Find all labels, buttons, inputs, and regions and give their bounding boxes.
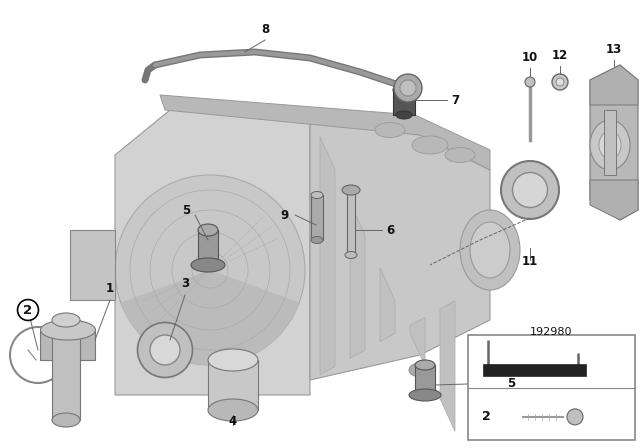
Text: 2: 2 (24, 303, 33, 316)
Polygon shape (590, 65, 638, 105)
Polygon shape (590, 65, 638, 220)
Text: 5: 5 (507, 376, 515, 389)
Ellipse shape (460, 210, 520, 290)
Circle shape (394, 74, 422, 102)
Polygon shape (320, 137, 335, 375)
Ellipse shape (150, 335, 180, 365)
Polygon shape (440, 301, 455, 431)
Polygon shape (310, 115, 490, 380)
Ellipse shape (409, 389, 441, 401)
Text: 6: 6 (386, 224, 394, 237)
Ellipse shape (501, 161, 559, 219)
Ellipse shape (513, 172, 547, 207)
Polygon shape (198, 230, 218, 265)
FancyBboxPatch shape (483, 364, 586, 376)
Ellipse shape (40, 320, 95, 340)
Ellipse shape (342, 185, 360, 195)
Ellipse shape (208, 349, 258, 371)
Ellipse shape (525, 77, 535, 87)
Text: 11: 11 (522, 255, 538, 268)
Polygon shape (311, 195, 323, 240)
Circle shape (400, 80, 416, 96)
Ellipse shape (198, 224, 218, 236)
Ellipse shape (208, 399, 258, 421)
Polygon shape (350, 202, 365, 358)
Ellipse shape (345, 251, 357, 258)
Polygon shape (415, 365, 435, 395)
Text: 8: 8 (261, 23, 269, 36)
Text: 10: 10 (522, 51, 538, 64)
Circle shape (115, 175, 305, 365)
Ellipse shape (445, 147, 475, 163)
Ellipse shape (311, 237, 323, 244)
Ellipse shape (396, 111, 412, 119)
Ellipse shape (552, 74, 568, 90)
Text: 4: 4 (229, 415, 237, 428)
Text: 13: 13 (606, 43, 622, 56)
Text: 9: 9 (281, 208, 289, 221)
Text: 7: 7 (451, 94, 459, 107)
Text: 3: 3 (181, 277, 189, 290)
Ellipse shape (311, 191, 323, 198)
Text: 1: 1 (106, 282, 114, 295)
Ellipse shape (412, 136, 448, 154)
Ellipse shape (138, 323, 193, 378)
Polygon shape (115, 110, 310, 395)
Polygon shape (604, 110, 616, 175)
Ellipse shape (375, 122, 405, 138)
Ellipse shape (556, 78, 564, 86)
Polygon shape (380, 268, 395, 342)
Ellipse shape (393, 84, 415, 96)
Ellipse shape (415, 360, 435, 370)
Polygon shape (410, 317, 425, 366)
Ellipse shape (191, 258, 225, 272)
Polygon shape (52, 320, 80, 420)
Polygon shape (208, 360, 258, 410)
Circle shape (567, 409, 583, 425)
Polygon shape (347, 190, 355, 255)
Wedge shape (121, 270, 300, 365)
Polygon shape (70, 230, 115, 300)
Text: 12: 12 (552, 49, 568, 62)
Polygon shape (393, 90, 415, 115)
Ellipse shape (590, 120, 630, 170)
Ellipse shape (470, 222, 510, 278)
Text: 5: 5 (182, 203, 190, 216)
Polygon shape (40, 330, 95, 360)
Ellipse shape (52, 413, 80, 427)
FancyBboxPatch shape (468, 335, 635, 440)
Ellipse shape (409, 363, 431, 377)
Text: 192980: 192980 (531, 327, 573, 337)
Polygon shape (590, 180, 638, 220)
Text: 2: 2 (482, 410, 490, 423)
Ellipse shape (599, 131, 621, 159)
Ellipse shape (52, 313, 80, 327)
Polygon shape (160, 95, 490, 170)
